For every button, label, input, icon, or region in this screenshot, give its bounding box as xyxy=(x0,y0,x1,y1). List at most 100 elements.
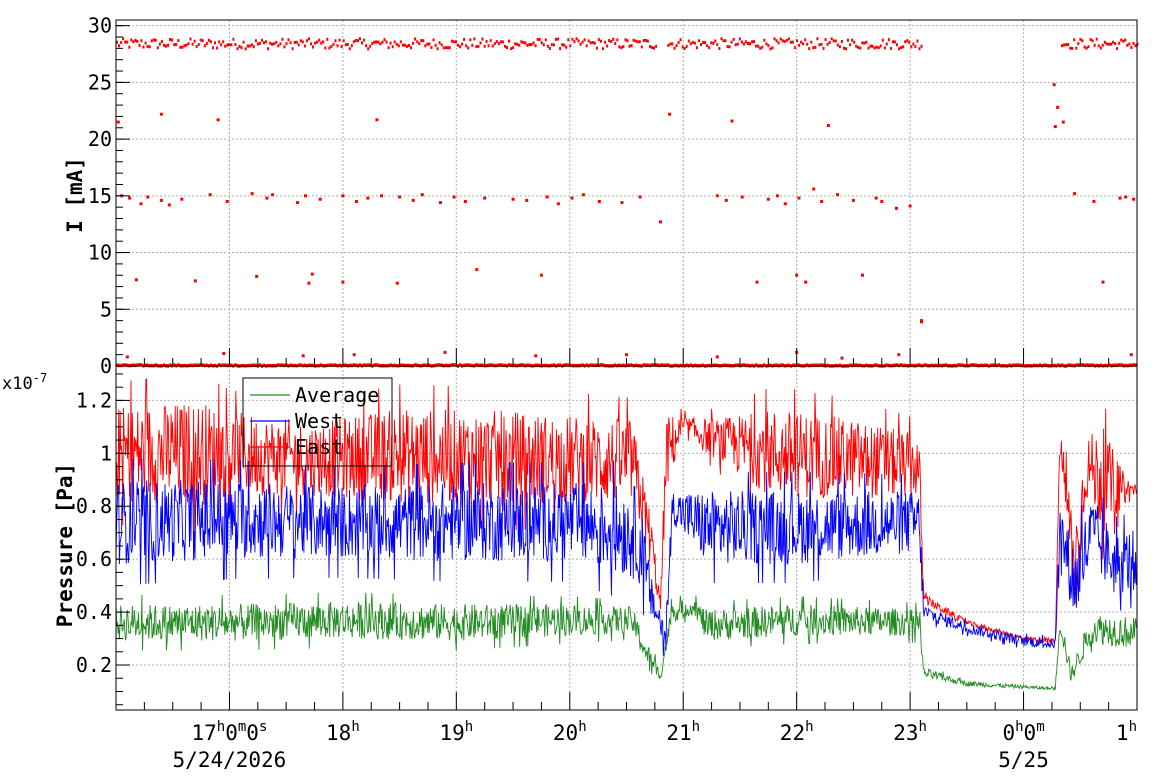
current-point xyxy=(797,196,801,200)
current-point xyxy=(874,196,878,200)
current-panel: 0 5 10 15 20 25 30 I [mA] xyxy=(63,14,1139,378)
pressure-tick-label: 0.4 xyxy=(76,600,112,624)
current-point xyxy=(880,200,884,203)
time-tick-label: 1h xyxy=(1116,719,1137,745)
current-point xyxy=(783,202,787,206)
current-point xyxy=(167,203,171,207)
current-band xyxy=(667,37,923,51)
current-point xyxy=(296,201,299,205)
pressure-tick-label: 0.6 xyxy=(76,547,112,571)
current-point xyxy=(1101,280,1105,284)
current-point xyxy=(146,195,150,199)
current-point xyxy=(1132,197,1136,201)
current-point xyxy=(1092,200,1096,203)
current-point xyxy=(341,194,345,198)
legend-label-east: East xyxy=(295,435,343,459)
current-point xyxy=(307,281,311,285)
legend-label-average: Average xyxy=(295,383,379,407)
current-point xyxy=(265,196,269,200)
current-data xyxy=(116,37,1139,368)
current-point xyxy=(159,198,163,202)
current-point xyxy=(534,354,538,358)
legend-label-west: West xyxy=(295,409,343,433)
current-point xyxy=(740,195,744,199)
pressure-ticks: 0.2 0.4 0.6 0.8 1 1.2 xyxy=(76,373,130,706)
current-point xyxy=(443,350,447,354)
current-point xyxy=(208,193,212,197)
pressure-panel: 0.2 0.4 0.6 0.8 1 1.2 Pressure [Pa] x10-7 Ave… xyxy=(2,365,1138,711)
current-tick-label: 0 xyxy=(100,354,112,378)
current-point xyxy=(570,196,574,200)
current-point xyxy=(483,196,487,200)
current-point xyxy=(134,278,138,282)
current-point xyxy=(1053,125,1057,129)
current-axis-title: I [mA] xyxy=(63,157,87,233)
current-point xyxy=(139,202,143,206)
current-point xyxy=(180,197,184,201)
current-point xyxy=(625,353,628,357)
current-band xyxy=(1061,37,1139,51)
current-point xyxy=(271,193,275,197)
time-tick-label: 19h xyxy=(439,719,473,745)
date-label: 5/24/2026 xyxy=(173,748,287,772)
current-point xyxy=(812,187,816,191)
current-tick-label: 20 xyxy=(88,127,112,151)
pressure-tick-label: 0.2 xyxy=(76,653,112,677)
current-point xyxy=(341,280,345,284)
current-point xyxy=(597,200,601,203)
current-point xyxy=(1129,353,1133,357)
current-point xyxy=(250,192,254,196)
current-point xyxy=(193,279,197,283)
current-point xyxy=(318,197,322,201)
current-point xyxy=(795,273,799,277)
current-point xyxy=(1118,196,1122,200)
current-point xyxy=(826,124,830,127)
current-point xyxy=(398,195,402,199)
time-axis: 17h0m0s 18h 19h 20h 21h 22h 23h 0h0m 1h 5/24/2026… xyxy=(115,348,1138,772)
current-point xyxy=(804,280,808,284)
current-point xyxy=(668,112,672,116)
current-tick-label: 15 xyxy=(88,184,112,208)
current-tick-label: 30 xyxy=(88,14,112,38)
pressure-multiplier: x10-7 xyxy=(2,371,47,394)
current-point xyxy=(116,120,120,124)
time-tick-label: 18h xyxy=(326,719,360,745)
current-point xyxy=(659,220,662,224)
time-tick-label: 17h0m0s xyxy=(191,719,267,745)
current-point xyxy=(897,353,901,357)
current-point xyxy=(125,355,129,359)
current-point xyxy=(766,197,770,201)
current-point xyxy=(638,195,642,199)
current-point xyxy=(920,320,923,324)
current-point xyxy=(836,193,839,197)
current-point xyxy=(395,281,399,285)
current-point xyxy=(355,200,358,203)
current-point xyxy=(908,204,912,208)
current-point xyxy=(375,118,379,122)
current-point xyxy=(420,193,424,197)
current-point xyxy=(755,280,759,284)
current-point xyxy=(1124,195,1128,199)
current-point xyxy=(556,202,560,206)
current-tick-label: 10 xyxy=(88,241,112,265)
current-point xyxy=(352,353,356,357)
current-point xyxy=(724,198,728,202)
current-point xyxy=(775,194,779,198)
current-point xyxy=(861,273,864,277)
legend-box xyxy=(242,377,393,467)
time-tick-label: 23h xyxy=(893,719,927,745)
time-tick-label: 20h xyxy=(553,719,587,745)
current-point xyxy=(511,197,515,201)
pressure-series-average xyxy=(115,592,1137,691)
current-point xyxy=(380,194,383,198)
current-tick-label: 5 xyxy=(100,297,112,321)
current-point xyxy=(366,196,370,200)
current-point xyxy=(820,200,824,203)
current-tick-label: 25 xyxy=(88,70,112,94)
time-tick-label: 22h xyxy=(780,719,814,745)
current-point xyxy=(1052,83,1056,87)
current-point xyxy=(620,201,624,205)
pressure-legend: Average West East xyxy=(242,377,393,467)
current-point xyxy=(216,118,220,122)
